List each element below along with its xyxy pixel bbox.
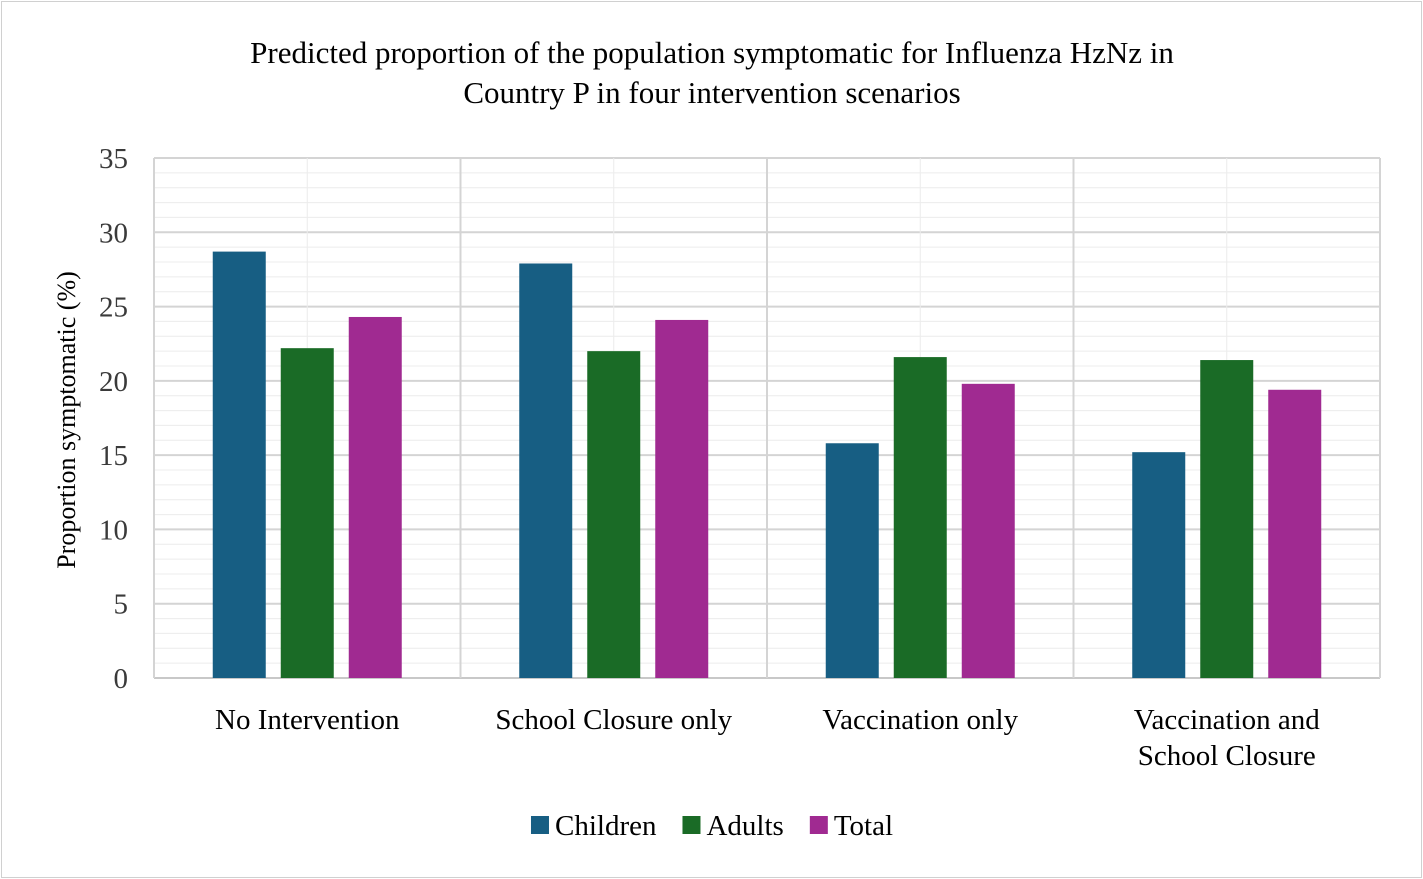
y-tick-label: 0 (114, 663, 129, 695)
bar-total-0 (348, 316, 402, 678)
x-category-label: School Closure only (495, 704, 732, 736)
grid-layer (153, 157, 1381, 679)
bar-children-3 (1132, 452, 1186, 678)
y-tick-label: 25 (99, 292, 128, 324)
text-layer: Predicted proportion of the population s… (52, 35, 1320, 772)
chart-title-line-2: Country P in four intervention scenarios (463, 75, 960, 110)
y-tick-label: 5 (114, 589, 129, 621)
x-category-label: Vaccination only (822, 704, 1018, 736)
y-tick-label: 35 (99, 143, 128, 175)
legend-label-adults: Adults (706, 810, 783, 842)
y-axis-label: Proportion symptomatic (%) (52, 271, 81, 569)
bar-total-1 (655, 319, 709, 678)
bar-children-1 (519, 263, 573, 678)
legend-swatch-adults (682, 816, 701, 834)
legend-label-total: Total (834, 810, 893, 842)
legend-swatch-children (530, 816, 549, 834)
bar-children-0 (212, 251, 266, 678)
x-category-label: School Closure (1138, 740, 1316, 772)
bar-total-3 (1268, 389, 1322, 678)
bar-adults-2 (893, 357, 947, 678)
bar-adults-0 (280, 348, 334, 678)
y-tick-label: 20 (99, 366, 128, 398)
bar-children-2 (825, 443, 879, 678)
bar-adults-1 (587, 351, 641, 678)
bars-layer (212, 251, 1322, 678)
y-tick-label: 10 (99, 514, 128, 546)
bar-adults-3 (1200, 360, 1254, 678)
y-tick-label: 30 (99, 217, 128, 249)
legend-swatch-total (809, 816, 828, 834)
x-category-label: No Intervention (215, 704, 400, 736)
legend-label-children: Children (555, 810, 657, 842)
chart-title-line-1: Predicted proportion of the population s… (250, 35, 1174, 70)
legend: Children Adults Total (530, 810, 893, 842)
bar-total-2 (961, 383, 1015, 678)
y-tick-label: 15 (99, 440, 128, 472)
x-category-label: Vaccination and (1134, 704, 1321, 736)
